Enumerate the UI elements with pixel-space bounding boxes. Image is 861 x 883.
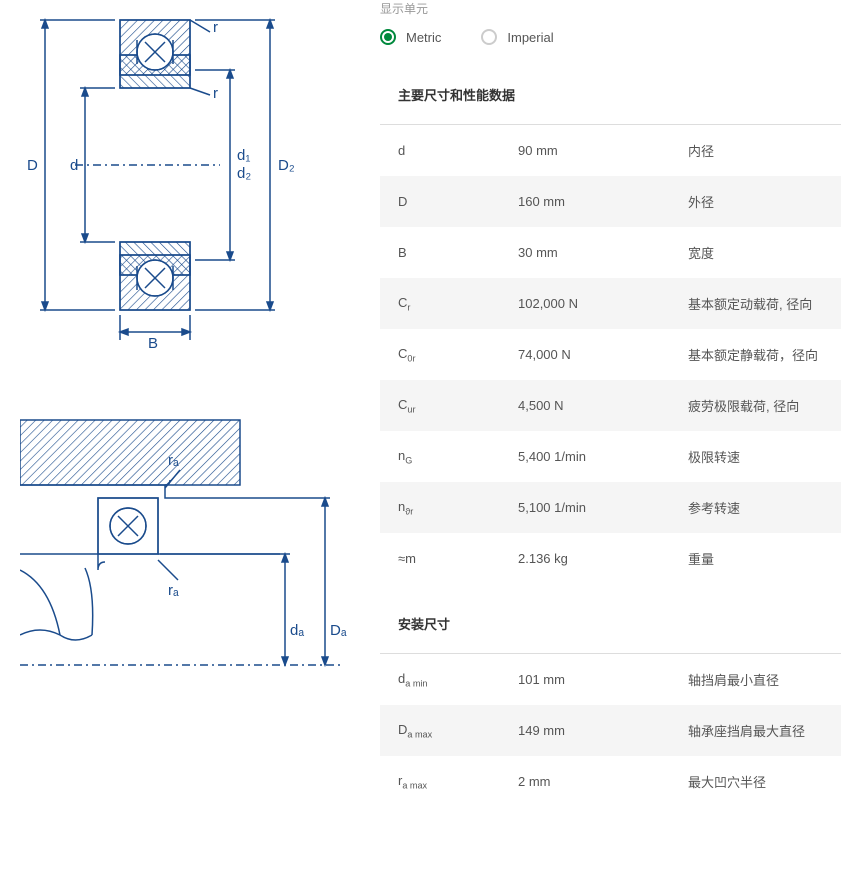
spec-value: 30 mm (518, 245, 688, 260)
spec-description: 外径 (688, 192, 823, 211)
section-title-mounting: 安装尺寸 (398, 614, 841, 633)
spec-row: Cr102,000 N基本额定动载荷, 径向 (380, 278, 841, 329)
radio-metric-label: Metric (406, 30, 441, 45)
spec-row: C0r74,000 N基本额定静载荷，径向 (380, 329, 841, 380)
spec-row: nϑr5,100 1/min参考转速 (380, 482, 841, 533)
spec-value: 4,500 N (518, 398, 688, 413)
dim-label-d2: d₂ (237, 165, 251, 182)
section-title-main: 主要尺寸和性能数据 (398, 85, 841, 104)
spec-row: ≈m2.136 kg重量 (380, 533, 841, 584)
spec-symbol: ra max (398, 773, 518, 791)
spec-row: Cur4,500 N疲劳极限载荷, 径向 (380, 380, 841, 431)
spec-description: 内径 (688, 141, 823, 160)
radio-imperial-label: Imperial (507, 30, 553, 45)
bearing-cross-section-diagram: D d d₁ d₂ D₂ B r r (20, 10, 360, 350)
spec-symbol: D (398, 194, 518, 209)
spec-row: ra max2 mm最大凹穴半径 (380, 756, 841, 807)
spec-description: 极限转速 (688, 447, 823, 466)
dim-label-ra-top: rₐ (168, 452, 179, 469)
spec-symbol: C0r (398, 346, 518, 364)
spec-symbol: d (398, 143, 518, 158)
spec-symbol: nG (398, 448, 518, 466)
spec-row: Da max149 mm轴承座挡肩最大直径 (380, 705, 841, 756)
spec-symbol: Da max (398, 722, 518, 740)
spec-row: nG5,400 1/min极限转速 (380, 431, 841, 482)
dim-label-D: D (27, 157, 38, 174)
spec-symbol: nϑr (398, 499, 518, 517)
spec-value: 160 mm (518, 194, 688, 209)
radio-metric[interactable]: Metric (380, 29, 441, 45)
bearing-mounting-diagram: rₐ rₐ dₐ Dₐ (20, 410, 360, 690)
dim-label-r-top: r (213, 19, 218, 36)
dim-label-Da: Dₐ (330, 622, 347, 639)
spec-symbol: da min (398, 671, 518, 689)
radio-circle-icon (380, 29, 396, 45)
unit-radio-group: Metric Imperial (380, 29, 841, 45)
dim-label-d1: d₁ (237, 147, 250, 164)
dim-label-B: B (148, 335, 158, 350)
unit-section-label: 显示单元 (380, 0, 841, 17)
spec-row: B30 mm宽度 (380, 227, 841, 278)
spec-description: 基本额定动载荷, 径向 (688, 294, 823, 313)
spec-row: d90 mm内径 (380, 124, 841, 176)
spec-description: 轴承座挡肩最大直径 (688, 721, 823, 740)
radio-circle-icon (481, 29, 497, 45)
spec-symbol: Cr (398, 295, 518, 313)
dim-label-d: d (70, 157, 78, 174)
mounting-spec-table: da min101 mm轴挡肩最小直径Da max149 mm轴承座挡肩最大直径… (380, 653, 841, 807)
spec-description: 最大凹穴半径 (688, 772, 823, 791)
spec-symbol: Cur (398, 397, 518, 415)
dim-label-D2: D₂ (278, 157, 295, 174)
spec-value: 5,100 1/min (518, 500, 688, 515)
spec-value: 2.136 kg (518, 551, 688, 566)
spec-description: 重量 (688, 549, 823, 568)
dim-label-r-bot: r (213, 85, 218, 102)
dim-label-ra-bot: rₐ (168, 582, 179, 599)
spec-row: da min101 mm轴挡肩最小直径 (380, 653, 841, 705)
spec-value: 5,400 1/min (518, 449, 688, 464)
spec-value: 101 mm (518, 672, 688, 687)
dim-label-da: dₐ (290, 622, 304, 639)
spec-description: 参考转速 (688, 498, 823, 517)
spec-value: 2 mm (518, 774, 688, 789)
spec-description: 疲劳极限载荷, 径向 (688, 396, 823, 415)
spec-description: 轴挡肩最小直径 (688, 670, 823, 689)
spec-value: 74,000 N (518, 347, 688, 362)
spec-symbol: B (398, 245, 518, 260)
radio-imperial[interactable]: Imperial (481, 29, 553, 45)
spec-description: 宽度 (688, 243, 823, 262)
main-spec-table: d90 mm内径D160 mm外径B30 mm宽度Cr102,000 N基本额定… (380, 124, 841, 584)
spec-symbol: ≈m (398, 551, 518, 566)
spec-value: 90 mm (518, 143, 688, 158)
spec-description: 基本额定静载荷，径向 (688, 345, 823, 364)
spec-row: D160 mm外径 (380, 176, 841, 227)
spec-value: 149 mm (518, 723, 688, 738)
spec-value: 102,000 N (518, 296, 688, 311)
